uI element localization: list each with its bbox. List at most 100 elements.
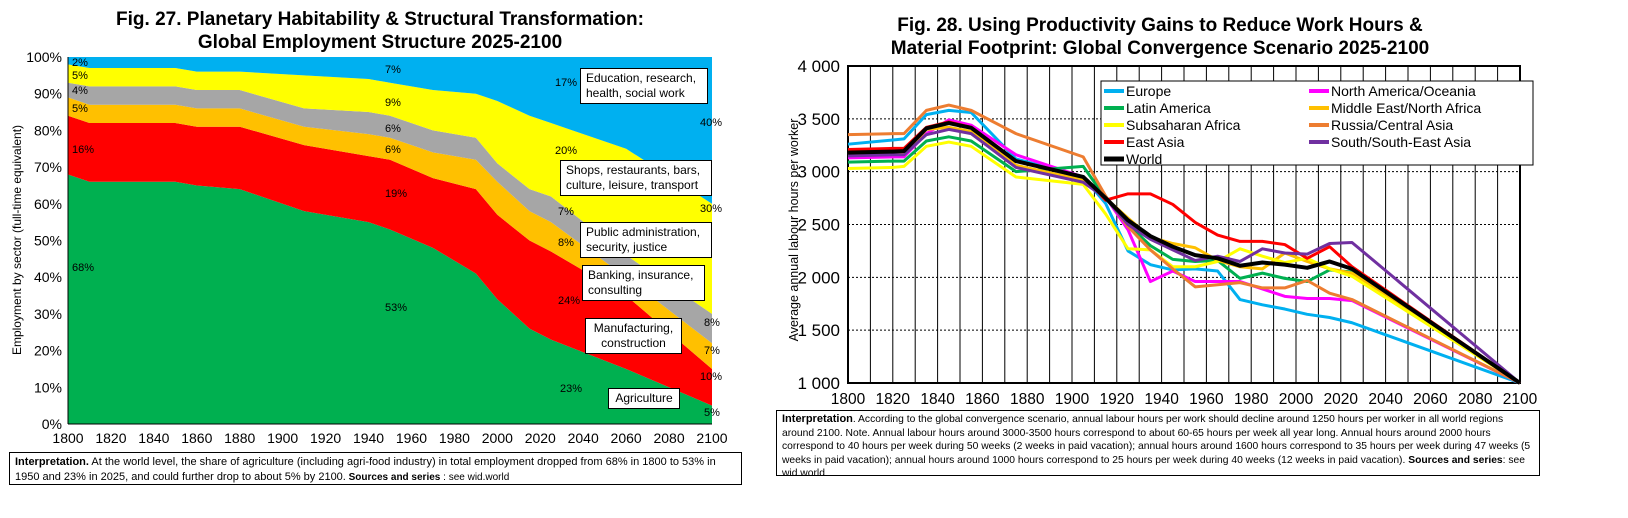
caption-end: : see wid.world (782, 454, 1525, 480)
caption-sources: Sources and series (345, 471, 441, 483)
right-x-tick-label: 1860 (965, 391, 1000, 408)
left-title-line2: Global Employment Structure 2025-2100 (197, 32, 563, 53)
area-value-label: 7% (558, 206, 574, 218)
legend-label: Europe (1126, 83, 1171, 99)
area-public-administration (68, 82, 712, 344)
sector-label-box: Manufacturing, construction (585, 318, 682, 354)
right-x-tick-label: 1940 (1144, 391, 1179, 408)
area-value-label: 2% (72, 57, 88, 69)
right-interpretation-box: Interpretation. According to the global … (776, 410, 1540, 479)
area-value-label: 6% (385, 123, 401, 135)
left-x-tick-label: 1920 (310, 430, 341, 446)
area-value-label: 20% (555, 145, 577, 157)
area-value-label: 7% (704, 345, 720, 357)
right-y-tick-label: 1 500 (797, 321, 840, 340)
left-y-axis-title: Employment by sector (full-time equivale… (10, 125, 24, 355)
left-x-tick-label: 1820 (95, 430, 126, 446)
area-value-label: 16% (72, 144, 94, 156)
series-line-russia-central-asia (847, 103, 1521, 385)
left-interpretation-box: Interpretation. At the world level, the … (9, 452, 742, 485)
caption-heading: Interpretation. (15, 456, 89, 468)
right-x-tick-label: 1800 (831, 391, 866, 408)
right-x-tick-label: 2040 (1368, 391, 1403, 408)
left-x-tick-label: 1880 (224, 430, 255, 446)
left-x-tick-label: 1800 (52, 430, 83, 446)
sector-label-text: construction (601, 336, 666, 350)
left-y-tick-label: 30% (34, 306, 62, 322)
left-x-tick-label: 1960 (396, 430, 427, 446)
left-chart-title: Fig. 27. Planetary Habitability & Struct… (0, 8, 760, 54)
right-x-tick-label: 2060 (1413, 391, 1448, 408)
area-education (68, 57, 712, 204)
right-x-tick-label: 1880 (1010, 391, 1045, 408)
area-value-label: 4% (72, 85, 88, 97)
right-x-tick-label: 1840 (920, 391, 955, 408)
right-x-tick-label: 1980 (1234, 391, 1269, 408)
right-chart-title: Fig. 28. Using Productivity Gains to Red… (780, 14, 1540, 60)
legend-label: Middle East/North Africa (1331, 100, 1481, 116)
sector-label-text: Manufacturing, (593, 321, 674, 335)
caption-text: . According to the global convergence sc… (782, 414, 1531, 466)
right-y-tick-label: 1 000 (797, 374, 840, 393)
area-value-label: 17% (555, 77, 577, 89)
sector-label-text: Shops, restaurants, bars, (566, 163, 701, 177)
legend-label: World (1126, 151, 1162, 167)
sector-label-text: health, social work (586, 86, 685, 100)
area-value-label: 8% (558, 237, 574, 249)
right-y-tick-label: 4 000 (797, 57, 840, 76)
left-x-tick-label: 2000 (482, 430, 513, 446)
left-y-tick-label: 90% (34, 86, 62, 102)
legend-label: Latin America (1126, 100, 1211, 116)
left-y-tick-label: 60% (34, 196, 62, 212)
left-x-tick-label: 1980 (439, 430, 470, 446)
left-title-line1: Fig. 27. Planetary Habitability & Struct… (116, 9, 644, 30)
right-x-tick-label: 1900 (1055, 391, 1090, 408)
area-banking (68, 97, 712, 369)
left-x-tick-label: 1940 (353, 430, 384, 446)
area-value-label: 24% (558, 295, 580, 307)
right-x-tick-label: 2000 (1279, 391, 1314, 408)
left-x-tick-label: 2080 (653, 430, 684, 446)
left-x-tick-label: 2100 (696, 430, 727, 446)
right-x-tick-label: 2020 (1324, 391, 1359, 408)
caption-sources: Sources and series (1405, 454, 1503, 466)
area-value-label: 7% (385, 64, 401, 76)
right-x-tick-label: 2080 (1458, 391, 1493, 408)
sector-label-text: Banking, insurance, (588, 268, 694, 282)
left-x-tick-label: 1860 (181, 430, 212, 446)
area-value-label: 8% (704, 317, 720, 329)
area-shops (68, 64, 712, 314)
right-y-tick-label: 2 500 (797, 216, 840, 235)
area-value-label: 5% (72, 103, 88, 115)
series-line-latin-america (847, 135, 1521, 385)
caption-end: : see wid.world (440, 471, 510, 483)
area-value-label: 19% (385, 188, 407, 200)
right-x-tick-label: 2100 (1503, 391, 1538, 408)
series-line-south-south-east-asia (847, 127, 1521, 385)
series-line-europe (847, 108, 1521, 385)
sector-label-box: Banking, insurance, consulting (582, 265, 705, 301)
area-agriculture (68, 174, 712, 424)
caption-text: At the world level, the share of agricul… (15, 456, 716, 483)
area-value-label: 53% (385, 302, 407, 314)
area-value-label: 30% (700, 203, 722, 215)
legend-label: Russia/Central Asia (1331, 117, 1453, 133)
right-y-axis-title: Average annual labour hours per worker (787, 119, 801, 342)
right-y-tick-label: 3 500 (797, 110, 840, 129)
area-value-label: 6% (385, 144, 401, 156)
area-value-label: 23% (560, 383, 582, 395)
area-value-label: 5% (704, 407, 720, 419)
sector-label-text: culture, leisure, transport (566, 178, 699, 192)
left-y-tick-label: 20% (34, 343, 62, 359)
left-x-tick-label: 1840 (138, 430, 169, 446)
right-x-tick-label: 1960 (1189, 391, 1224, 408)
caption-heading: Interpretation (782, 413, 853, 425)
right-y-tick-label: 3 000 (797, 163, 840, 182)
area-value-label: 5% (72, 70, 88, 82)
left-x-tick-label: 2060 (611, 430, 642, 446)
sector-label-box: Education, research, health, social work (580, 68, 708, 104)
sector-label-text: consulting (588, 283, 643, 297)
